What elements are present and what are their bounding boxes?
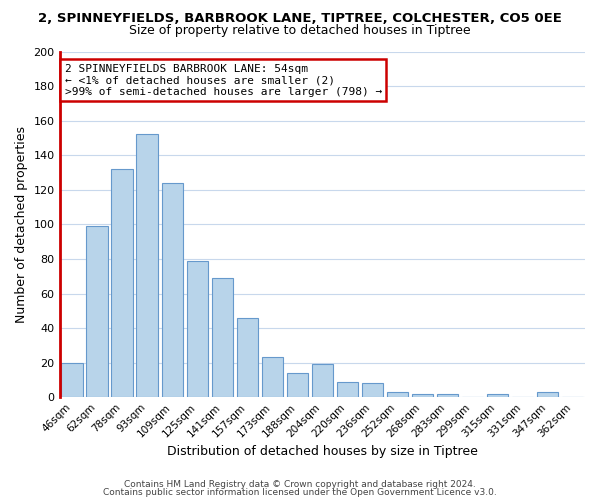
Bar bbox=[86, 226, 108, 397]
Text: 2, SPINNEYFIELDS, BARBROOK LANE, TIPTREE, COLCHESTER, CO5 0EE: 2, SPINNEYFIELDS, BARBROOK LANE, TIPTREE… bbox=[38, 12, 562, 26]
Bar bbox=[387, 392, 408, 397]
Bar bbox=[362, 384, 383, 397]
Bar bbox=[262, 358, 283, 397]
Bar bbox=[311, 364, 333, 397]
Text: 2 SPINNEYFIELDS BARBROOK LANE: 54sqm
← <1% of detached houses are smaller (2)
>9: 2 SPINNEYFIELDS BARBROOK LANE: 54sqm ← <… bbox=[65, 64, 382, 97]
Bar bbox=[287, 373, 308, 397]
Bar bbox=[412, 394, 433, 397]
Text: Contains public sector information licensed under the Open Government Licence v3: Contains public sector information licen… bbox=[103, 488, 497, 497]
Bar bbox=[337, 382, 358, 397]
Text: Size of property relative to detached houses in Tiptree: Size of property relative to detached ho… bbox=[129, 24, 471, 37]
Bar bbox=[161, 183, 183, 397]
Bar bbox=[437, 394, 458, 397]
Bar bbox=[61, 362, 83, 397]
Bar bbox=[212, 278, 233, 397]
Bar bbox=[487, 394, 508, 397]
Bar bbox=[112, 169, 133, 397]
Bar bbox=[187, 260, 208, 397]
Y-axis label: Number of detached properties: Number of detached properties bbox=[15, 126, 28, 323]
Text: Contains HM Land Registry data © Crown copyright and database right 2024.: Contains HM Land Registry data © Crown c… bbox=[124, 480, 476, 489]
Bar bbox=[236, 318, 258, 397]
Bar bbox=[537, 392, 558, 397]
Bar bbox=[136, 134, 158, 397]
X-axis label: Distribution of detached houses by size in Tiptree: Distribution of detached houses by size … bbox=[167, 444, 478, 458]
